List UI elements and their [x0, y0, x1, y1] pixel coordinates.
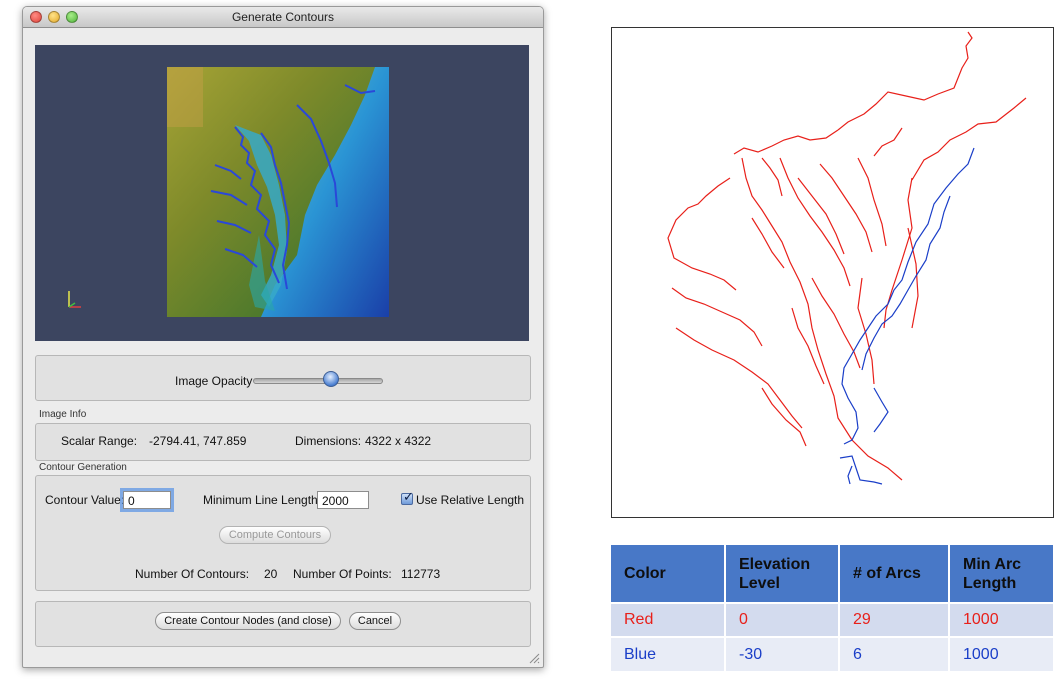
opacity-group: [35, 355, 531, 401]
num-contours-label: Number Of Contours:: [135, 567, 250, 581]
generate-contours-window: Generate Contours: [22, 6, 544, 668]
minimize-icon[interactable]: [48, 11, 60, 23]
window-title: Generate Contours: [231, 10, 335, 24]
use-relative-length-checkbox[interactable]: ✓: [401, 489, 414, 505]
column-header: Min Arc Length: [949, 545, 1055, 603]
contour-generation-section-label: Contour Generation: [39, 462, 127, 473]
table-cell: Red: [611, 602, 726, 637]
contour-value-label: Contour Value:: [45, 493, 125, 507]
table-cell: 1000: [949, 636, 1055, 671]
table-cell: 29: [839, 602, 950, 637]
column-header: # of Arcs: [839, 545, 950, 603]
table-cell: 6: [839, 636, 950, 671]
image-opacity-slider-knob[interactable]: [323, 371, 339, 387]
axes-icon: [68, 291, 81, 308]
contour-lines: [667, 31, 1027, 485]
table-row: Blue -30 6 1000: [611, 636, 1055, 671]
contour-value-input[interactable]: 0: [123, 491, 171, 509]
dimensions-value: 4322 x 4322: [365, 434, 432, 448]
image-info-group: [35, 423, 531, 461]
blue-contours: [839, 147, 975, 485]
image-opacity-slider[interactable]: [253, 378, 383, 384]
dimensions-label: Dimensions:: [295, 434, 362, 448]
table-cell: 1000: [949, 602, 1055, 637]
table-cell: Blue: [611, 636, 726, 671]
contour-plot: [611, 27, 1054, 518]
zoom-icon[interactable]: [66, 11, 78, 23]
title-bar[interactable]: Generate Contours: [23, 7, 543, 28]
contour-legend-table: Color Elevation Level # of Arcs Min Arc …: [611, 545, 1055, 671]
compute-contours-button[interactable]: Compute Contours: [219, 526, 331, 544]
scalar-range-value: -2794.41, 747.859: [149, 434, 247, 448]
image-viewer[interactable]: [35, 45, 529, 341]
table-cell: 0: [725, 602, 840, 637]
table-cell: -30: [725, 636, 840, 671]
min-line-length-label: Minimum Line Length:: [203, 493, 322, 507]
image-info-section-label: Image Info: [39, 409, 87, 420]
use-relative-length-label[interactable]: Use Relative Length: [416, 493, 525, 507]
map-image: [68, 67, 389, 317]
num-points-value: 112773: [401, 567, 441, 581]
num-points-label: Number Of Points:: [293, 567, 392, 581]
cancel-button[interactable]: Cancel: [349, 612, 401, 630]
close-icon[interactable]: [30, 11, 42, 23]
image-opacity-label: Image Opacity: [175, 374, 253, 388]
table-row: Red 0 29 1000: [611, 602, 1055, 637]
column-header: Color: [611, 545, 726, 603]
checkmark-icon: ✓: [403, 489, 414, 504]
resize-grip-icon[interactable]: [528, 652, 540, 664]
column-header: Elevation Level: [725, 545, 840, 603]
num-contours-value: 20: [264, 567, 278, 581]
red-contours: [667, 31, 1027, 481]
table-header-row: Color Elevation Level # of Arcs Min Arc …: [611, 545, 1055, 603]
create-contour-nodes-button[interactable]: Create Contour Nodes (and close): [155, 612, 341, 630]
scalar-range-label: Scalar Range:: [61, 434, 138, 448]
window-controls: [30, 11, 78, 23]
min-line-length-input[interactable]: 2000: [317, 491, 369, 509]
